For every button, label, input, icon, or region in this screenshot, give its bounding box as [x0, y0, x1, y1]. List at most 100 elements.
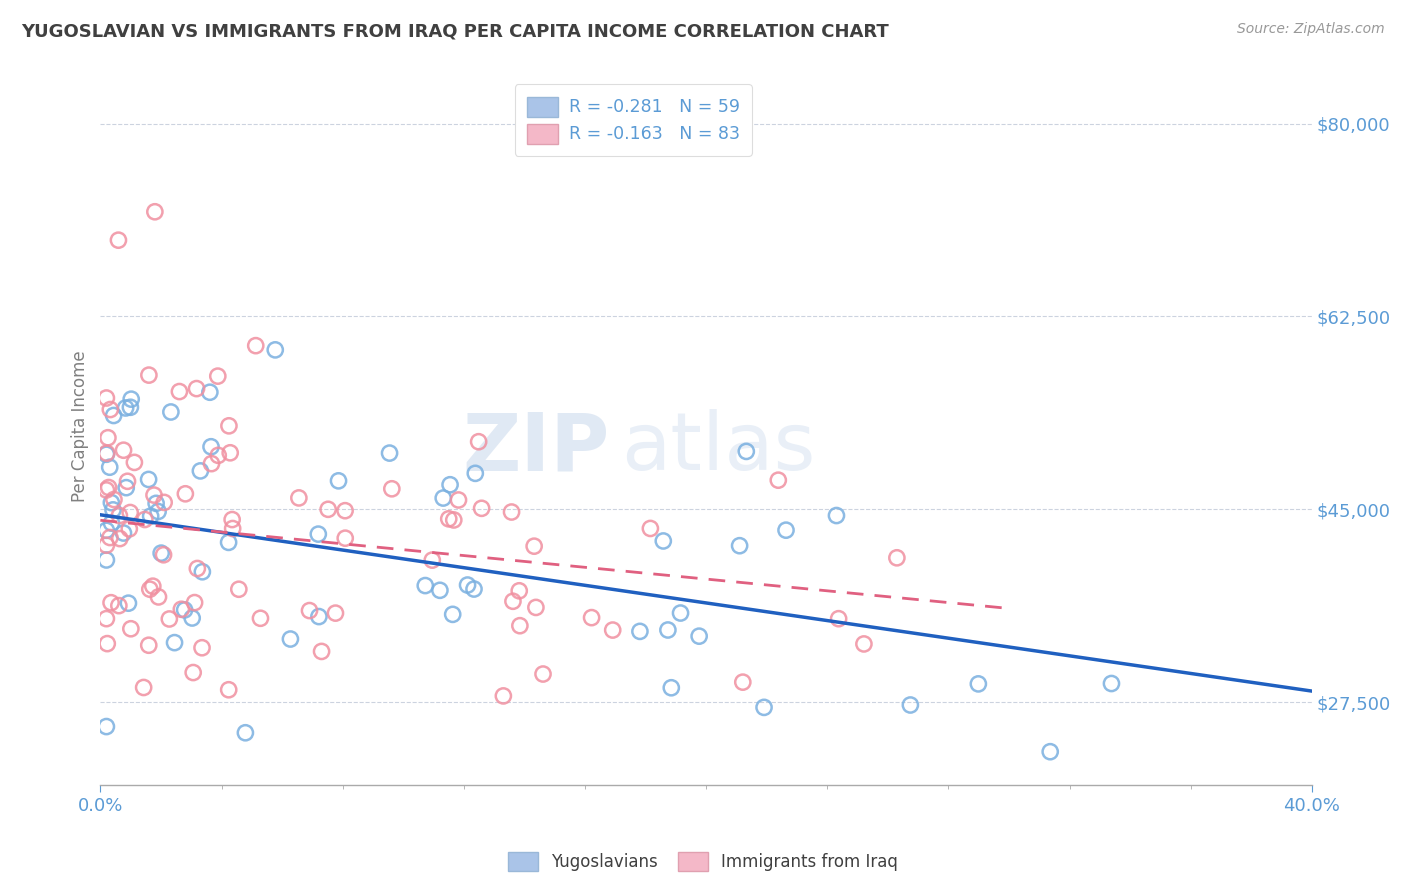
Point — [218, 535, 240, 549]
Point — [218, 682, 240, 697]
Point — [139, 582, 162, 597]
Point — [160, 405, 183, 419]
Text: ZIP: ZIP — [463, 409, 609, 487]
Point — [768, 473, 790, 487]
Point — [120, 401, 142, 415]
Point — [97, 431, 120, 445]
Point — [96, 538, 118, 552]
Point — [218, 418, 240, 433]
Point — [114, 401, 136, 415]
Point — [120, 622, 142, 636]
Point — [96, 447, 118, 461]
Point — [163, 635, 186, 649]
Point — [108, 599, 131, 613]
Point — [108, 532, 131, 546]
Point — [169, 384, 191, 399]
Point — [117, 596, 139, 610]
Point — [191, 640, 214, 655]
Point — [581, 610, 603, 624]
Point — [112, 526, 135, 541]
Point — [138, 638, 160, 652]
Point — [120, 392, 142, 406]
Point — [441, 607, 464, 622]
Point — [173, 603, 195, 617]
Point — [447, 493, 470, 508]
Point — [100, 516, 122, 530]
Point — [509, 618, 531, 632]
Text: Source: ZipAtlas.com: Source: ZipAtlas.com — [1237, 22, 1385, 37]
Point — [190, 464, 212, 478]
Point — [139, 509, 162, 524]
Point — [467, 434, 489, 449]
Point — [827, 612, 849, 626]
Point — [152, 548, 174, 562]
Legend: Yugoslavians, Immigrants from Iraq: Yugoslavians, Immigrants from Iraq — [499, 843, 907, 880]
Point — [98, 402, 121, 417]
Point — [132, 681, 155, 695]
Point — [170, 602, 193, 616]
Point — [181, 611, 204, 625]
Point — [228, 582, 250, 597]
Point — [181, 665, 204, 680]
Point — [124, 455, 146, 469]
Point — [219, 446, 242, 460]
Point — [174, 487, 197, 501]
Text: YUGOSLAVIAN VS IMMIGRANTS FROM IRAQ PER CAPITA INCOME CORRELATION CHART: YUGOSLAVIAN VS IMMIGRANTS FROM IRAQ PER … — [21, 22, 889, 40]
Point — [143, 204, 166, 219]
Point — [628, 624, 651, 639]
Point — [142, 579, 165, 593]
Point — [728, 539, 751, 553]
Point — [898, 698, 921, 712]
Point — [308, 609, 330, 624]
Point — [115, 481, 138, 495]
Point — [198, 385, 221, 400]
Point — [146, 504, 169, 518]
Point — [100, 596, 122, 610]
Point — [183, 596, 205, 610]
Point — [96, 391, 118, 405]
Point — [602, 623, 624, 637]
Point — [96, 553, 118, 567]
Point — [186, 561, 208, 575]
Point — [669, 606, 692, 620]
Point — [752, 700, 775, 714]
Point — [200, 457, 222, 471]
Point — [280, 632, 302, 646]
Point — [328, 474, 350, 488]
Point — [96, 612, 118, 626]
Point — [249, 611, 271, 625]
Point — [307, 527, 329, 541]
Point — [471, 501, 494, 516]
Point — [120, 506, 142, 520]
Point — [311, 644, 333, 658]
Point — [221, 512, 243, 526]
Point — [107, 233, 129, 247]
Point — [112, 443, 135, 458]
Point — [150, 546, 173, 560]
Point — [825, 508, 848, 523]
Point — [492, 689, 515, 703]
Point — [97, 481, 120, 495]
Point — [735, 444, 758, 458]
Point — [157, 612, 180, 626]
Point — [501, 505, 523, 519]
Point — [221, 522, 243, 536]
Point — [463, 582, 485, 596]
Point — [298, 604, 321, 618]
Point — [967, 677, 990, 691]
Text: atlas: atlas — [621, 409, 815, 487]
Point — [264, 343, 287, 357]
Point — [288, 491, 311, 505]
Point — [852, 637, 875, 651]
Point — [524, 600, 547, 615]
Point — [657, 623, 679, 637]
Point — [439, 477, 461, 491]
Point — [96, 446, 118, 460]
Point — [101, 503, 124, 517]
Point — [103, 409, 125, 423]
Point — [148, 590, 170, 604]
Point — [138, 368, 160, 383]
Point — [1039, 745, 1062, 759]
Point — [145, 496, 167, 510]
Point — [731, 675, 754, 690]
